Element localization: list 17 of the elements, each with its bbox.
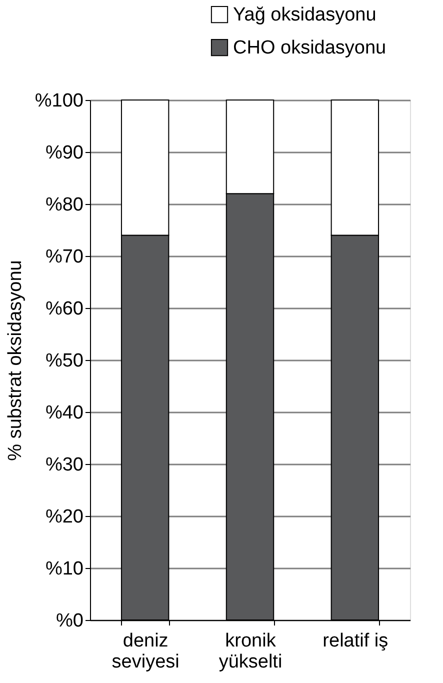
y-axis-title: % substrat oksidasyonu	[4, 260, 26, 461]
y-tick-label: %0	[56, 610, 84, 632]
y-tick-label: %90	[45, 142, 84, 164]
x-tick-label: kronik yükselti	[218, 630, 282, 672]
y-tick-label: %20	[45, 506, 84, 528]
legend-label: CHO oksidasyonu	[233, 38, 386, 58]
y-tick-label: %40	[45, 402, 84, 424]
legend-label: Yağ oksidasyonu	[233, 4, 376, 26]
y-tick-label: %30	[45, 454, 84, 476]
y-tick-label: %80	[45, 194, 84, 216]
y-tick-label: %10	[45, 558, 84, 580]
y-tick-label: %100	[34, 90, 84, 112]
y-tick-label: %70	[45, 246, 84, 268]
x-tick-label: deniz seviyesi	[112, 630, 180, 672]
y-tick-label: %50	[45, 350, 84, 372]
x-tick-label: relatif iş	[322, 630, 388, 652]
y-tick-label: %60	[45, 298, 84, 320]
